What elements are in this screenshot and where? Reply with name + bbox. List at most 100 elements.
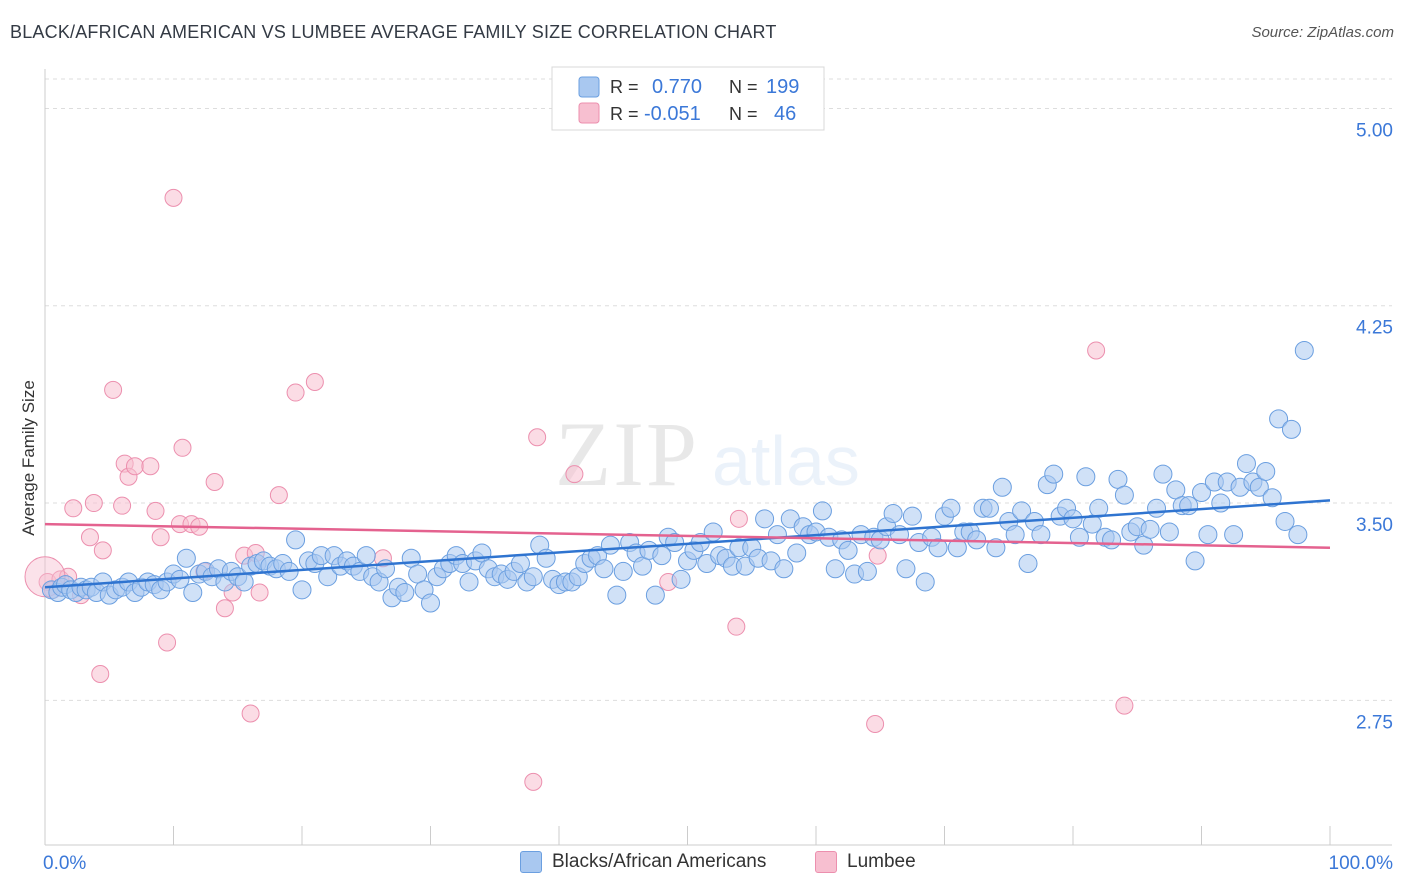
blacks-point (1005, 525, 1025, 545)
blacks-point (1076, 467, 1096, 487)
lumbee-point (286, 383, 305, 402)
blacks-point (857, 561, 877, 581)
blacks-point (755, 509, 775, 529)
lumbee-point (164, 188, 183, 207)
lumbee-point (215, 599, 234, 618)
blacks-points (41, 340, 1314, 613)
blacks-point (1192, 483, 1211, 503)
blacks-point (915, 572, 935, 592)
trend-lines (44, 499, 1331, 589)
lumbee-point (1115, 696, 1134, 715)
lumbee-point (93, 541, 112, 560)
lumbee-point (141, 457, 160, 476)
lumbee-point (80, 528, 99, 547)
legend-box: R = 0.770 N = 199 R = -0.051 N = 46 (551, 66, 825, 131)
blacks-point (967, 530, 987, 550)
lumbee-point (727, 617, 746, 636)
legend-r-label-1: R = (610, 77, 639, 97)
y-tick-label: 3.50 (1356, 515, 1393, 536)
bottom-legend-item-blacks[interactable]: Blacks/African Americans (520, 851, 766, 873)
blacks-point (992, 477, 1012, 497)
blacks-point (183, 582, 203, 602)
legend-n-value-2: 46 (774, 103, 796, 125)
blacks-point (1256, 461, 1276, 481)
axis-layer: 2.75 3.50 4.25 5.00 0.0% 100.0% (43, 69, 1393, 874)
blacks-point (1288, 525, 1308, 545)
lumbee-trend-line (44, 522, 1331, 550)
blacks-point (979, 498, 999, 518)
lumbee-point (104, 380, 123, 399)
blacks-point (986, 538, 1006, 558)
blacks-point (645, 585, 665, 605)
blacks-point (928, 538, 948, 558)
legend-n-value-1: 199 (766, 76, 799, 98)
axis-labels: Average Family Size (19, 380, 38, 536)
blacks-point (286, 530, 306, 550)
x-tick-label-max: 100.0% (1329, 853, 1394, 874)
blacks-point (613, 561, 633, 581)
blacks-point (1140, 519, 1160, 539)
y-axis-label: Average Family Size (19, 380, 38, 536)
blacks-point (356, 546, 376, 566)
blacks-point (600, 535, 620, 555)
blacks-point (459, 572, 479, 592)
blacks-point (523, 567, 543, 587)
legend-swatch-blue (578, 76, 600, 98)
bottom-legend-item-lumbee[interactable]: Lumbee (815, 851, 916, 873)
lumbee-point (241, 704, 260, 723)
blacks-point (671, 569, 691, 589)
lumbee-point (205, 472, 224, 491)
blacks-point (1294, 340, 1314, 360)
blacks-point (395, 582, 415, 602)
blacks-point (1275, 511, 1295, 531)
blacks-point (1236, 454, 1256, 474)
x-tick-label-min: 0.0% (43, 853, 86, 874)
blacks-point (1198, 525, 1218, 545)
blacks-point (376, 559, 396, 579)
legend-r-label-2: R = (610, 104, 639, 124)
blacks-point (1269, 409, 1289, 429)
lumbee-point (250, 583, 269, 602)
blacks-point (1102, 530, 1122, 550)
blacks-point (1114, 485, 1134, 505)
blacks-point (787, 543, 807, 563)
legend-r-value-2: -0.051 (644, 103, 701, 125)
lumbee-point (524, 772, 543, 791)
lumbee-point (91, 665, 110, 684)
lumbee-point (1087, 341, 1106, 360)
lumbee-point (84, 494, 103, 513)
blacks-point (774, 559, 794, 579)
chart-title: BLACK/AFRICAN AMERICAN VS LUMBEE AVERAGE… (10, 22, 777, 42)
blacks-point (1069, 527, 1089, 547)
legend-r-value-1: 0.770 (652, 76, 702, 98)
blacks-point (812, 501, 832, 521)
watermark-zip: ZIP (555, 403, 699, 505)
lumbee-point (146, 501, 165, 520)
legend-swatch-pink (578, 102, 600, 124)
watermark: ZIP atlas (555, 403, 860, 505)
source-label: Source: ZipAtlas.com (1251, 24, 1394, 41)
blacks-point (1159, 522, 1179, 542)
blacks-point (1018, 554, 1038, 574)
blacks-point (1012, 501, 1032, 521)
blacks-point (1044, 464, 1064, 484)
y-tick-label: 2.75 (1356, 712, 1393, 733)
lumbee-point (125, 457, 144, 476)
bottom-legend-label-blacks: Blacks/African Americans (552, 851, 767, 872)
blacks-point (176, 548, 196, 568)
y-tick-label: 4.25 (1356, 318, 1393, 339)
lumbee-point (528, 428, 547, 447)
blacks-point (292, 580, 312, 600)
lumbee-point (729, 509, 748, 528)
blacks-point (767, 525, 787, 545)
blacks-point (1281, 419, 1301, 439)
blacks-point (1262, 488, 1282, 508)
blacks-point (825, 559, 845, 579)
lumbee-point (151, 528, 170, 547)
blacks-point (594, 559, 614, 579)
y-tick-label: 5.00 (1356, 120, 1393, 141)
blacks-trend-line (44, 499, 1331, 589)
blacks-point (1089, 498, 1109, 518)
lumbee-point (173, 438, 192, 457)
